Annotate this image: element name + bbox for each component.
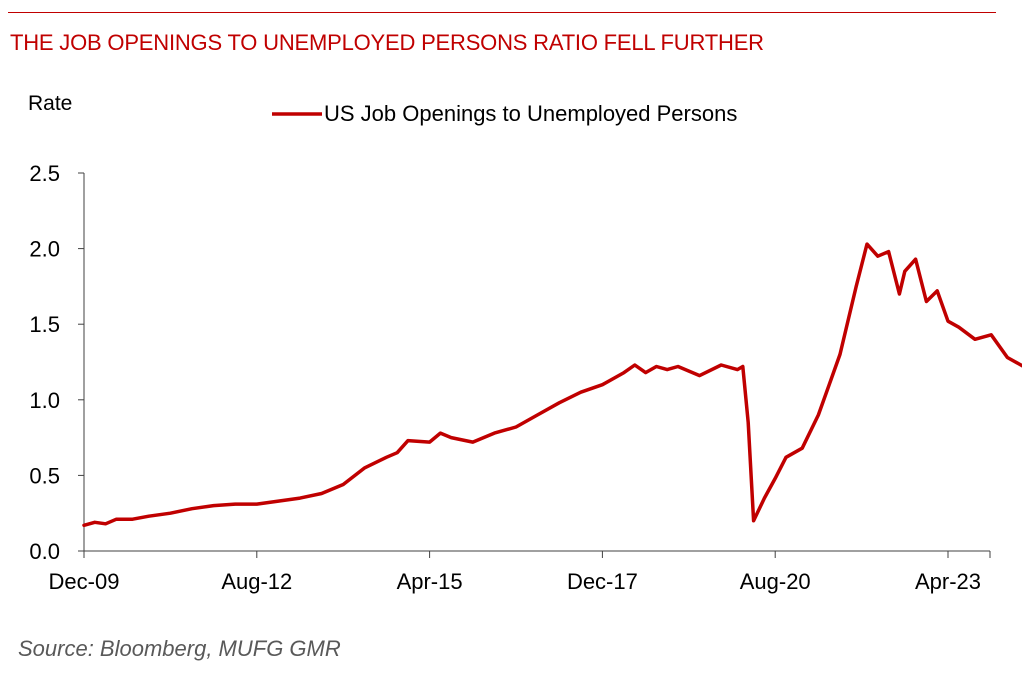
y-axis-label: Rate: [28, 92, 72, 115]
y-tick-label: 2.0: [29, 237, 60, 262]
y-tick-label: 2.5: [29, 161, 60, 186]
x-tick-label: Aug-12: [221, 569, 292, 594]
y-tick-label: 1.5: [29, 312, 60, 337]
legend: US Job Openings to Unemployed Persons: [272, 101, 737, 126]
series-line: [82, 242, 1022, 528]
x-tick-label: Aug-20: [740, 569, 811, 594]
y-tick-label: 1.0: [29, 388, 60, 413]
legend-label: US Job Openings to Unemployed Persons: [324, 101, 737, 126]
y-tick-label: 0.0: [29, 539, 60, 564]
source-note: Source: Bloomberg, MUFG GMR: [18, 636, 341, 661]
line-chart: Rate US Job Openings to Unemployed Perso…: [28, 92, 1022, 594]
x-tick-label: Apr-15: [397, 569, 463, 594]
top-rule: [8, 12, 996, 13]
x-tick-label: Dec-09: [49, 569, 120, 594]
x-tick-label: Apr-23: [915, 569, 981, 594]
y-tick-label: 0.5: [29, 463, 60, 488]
chart-title: THE JOB OPENINGS TO UNEMPLOYED PERSONS R…: [10, 30, 764, 55]
x-tick-label: Dec-17: [567, 569, 638, 594]
